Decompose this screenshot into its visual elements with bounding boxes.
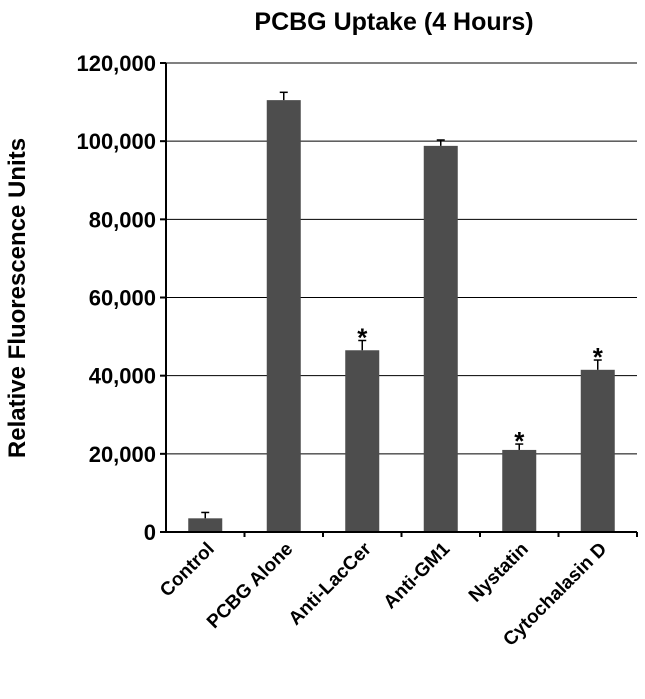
bar — [266, 100, 301, 533]
gridlines — [166, 62, 637, 455]
y-tick-label: 40,000 — [89, 364, 156, 389]
y-tick-label: 120,000 — [76, 51, 156, 76]
bar — [188, 518, 223, 532]
y-tick-label: 60,000 — [89, 286, 156, 311]
y-axis-ticks: 0 20,000 40,000 60,000 80,000 100,000 120,000 — [76, 51, 166, 545]
y-axis-label: Relative Fluorescence Units — [4, 138, 31, 458]
y-tick-label: 100,000 — [76, 129, 156, 154]
bar — [423, 145, 458, 532]
bar — [345, 350, 380, 532]
y-tick-label: 20,000 — [89, 442, 156, 467]
x-tick-label: Control — [156, 539, 219, 602]
y-tick-label: 0 — [144, 520, 156, 545]
x-tick-label: Anti-LacCer — [285, 538, 376, 629]
x-tick-label: Anti-GM1 — [380, 538, 455, 613]
x-tick-label: Nystatin — [465, 539, 533, 607]
significance-marker: * — [357, 322, 368, 352]
bar — [580, 369, 615, 532]
chart-title: PCBG Uptake (4 Hours) — [254, 8, 533, 36]
bars: * * * — [188, 91, 615, 533]
y-tick-label: 80,000 — [89, 207, 156, 232]
significance-marker: * — [593, 342, 604, 372]
significance-marker: * — [514, 426, 525, 456]
bar — [502, 449, 537, 532]
